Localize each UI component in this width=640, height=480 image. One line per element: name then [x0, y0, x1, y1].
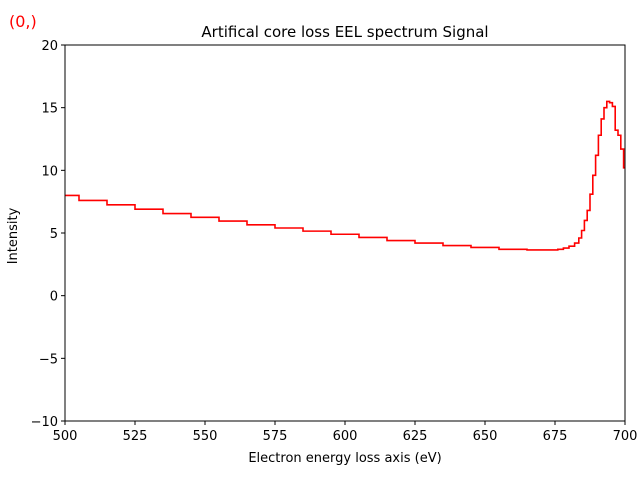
y-tick-label: 20	[41, 39, 58, 54]
x-tick-label: 600	[333, 429, 358, 444]
y-tick-label: 15	[41, 102, 58, 117]
x-tick-label: 525	[123, 429, 148, 444]
x-axis-label: Electron energy loss axis (eV)	[248, 451, 441, 466]
y-tick-label: −10	[31, 415, 58, 430]
x-tick-label: 625	[403, 429, 428, 444]
x-tick-label: 650	[473, 429, 498, 444]
x-tick-label: 700	[613, 429, 638, 444]
series-line-1	[65, 100, 625, 251]
x-tick-label: 500	[53, 429, 78, 444]
plot-area: 500 525 550 575 600 625 650 675 700 −10 −5 0 5 10 15 20	[31, 39, 638, 444]
corner-index-label: (0,)	[9, 12, 37, 31]
y-tick-label: 0	[50, 290, 58, 305]
y-tick-label: 5	[50, 227, 58, 242]
x-tick-label: 550	[193, 429, 218, 444]
x-tick-label: 575	[263, 429, 288, 444]
plot-frame	[64, 44, 626, 422]
x-tick-label: 675	[543, 429, 568, 444]
y-tick-label: 10	[41, 164, 58, 179]
chart-title: Artifical core loss EEL spectrum Signal	[201, 23, 488, 41]
y-tick-label: −5	[39, 352, 58, 367]
y-axis-label: Intensity	[6, 207, 21, 264]
